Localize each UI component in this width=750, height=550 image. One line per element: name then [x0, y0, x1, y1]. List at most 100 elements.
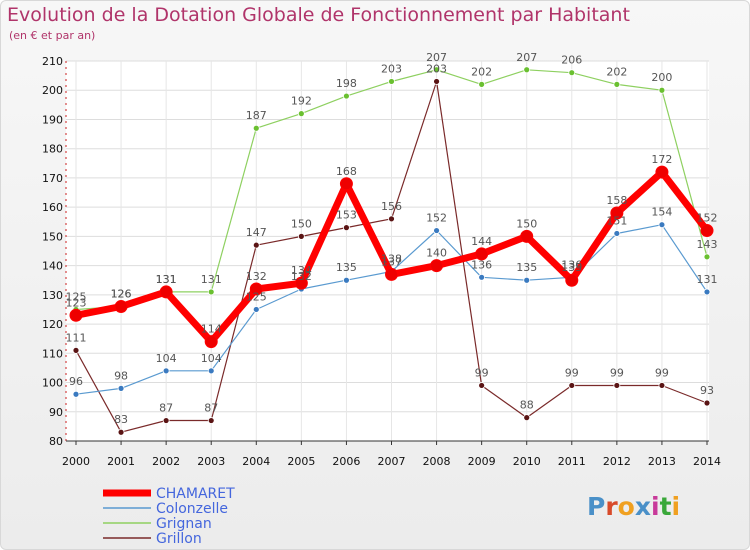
data-label: 104 — [156, 352, 177, 365]
data-label: 172 — [651, 153, 672, 166]
y-tick-label: 180 — [42, 143, 63, 156]
data-label: 187 — [246, 109, 267, 122]
data-label: 99 — [475, 366, 489, 379]
data-label: 137 — [381, 255, 402, 268]
data-label: 132 — [291, 270, 312, 283]
y-tick-label: 150 — [42, 230, 63, 243]
data-point — [114, 300, 128, 314]
data-label: 93 — [700, 384, 714, 397]
data-point — [523, 414, 531, 422]
data-label: 131 — [697, 273, 718, 286]
data-label: 203 — [381, 62, 402, 75]
data-label: 150 — [516, 217, 537, 230]
data-point — [204, 335, 218, 349]
data-label: 152 — [426, 212, 447, 225]
data-label: 131 — [156, 273, 177, 286]
data-point — [249, 282, 263, 296]
x-tick-label: 2013 — [648, 455, 676, 468]
x-tick-label: 2000 — [62, 455, 90, 468]
y-tick-label: 90 — [49, 406, 63, 419]
y-tick-label: 120 — [42, 318, 63, 331]
data-label: 151 — [606, 214, 627, 227]
data-label: 87 — [204, 402, 218, 415]
data-point — [703, 288, 711, 296]
logo-letter: i — [651, 492, 660, 521]
data-label: 131 — [201, 273, 222, 286]
data-label: 135 — [336, 261, 357, 274]
data-label: 99 — [565, 366, 579, 379]
logo-letter: t — [659, 492, 672, 521]
legend-item-grignan: Grignan — [103, 516, 212, 532]
data-label: 135 — [561, 261, 582, 274]
x-tick-label: 2011 — [558, 455, 586, 468]
data-label: 206 — [561, 54, 582, 67]
x-tick-label: 2004 — [242, 455, 270, 468]
data-point — [475, 247, 489, 261]
labels-chamaret: 123 126 131 114 132 134 168 137 140 144 150 135 158 1… — [66, 153, 718, 336]
y-tick-label: 110 — [42, 347, 63, 360]
series-grillon — [72, 78, 711, 436]
y-tick-label: 170 — [42, 172, 63, 185]
data-label: 83 — [114, 413, 128, 426]
data-point — [252, 241, 260, 249]
data-point — [69, 308, 83, 322]
data-label: 153 — [336, 209, 357, 222]
legend-label: Grignan — [156, 516, 212, 532]
logo-letter: i — [671, 492, 681, 521]
data-point — [159, 285, 173, 299]
y-tick-label: 140 — [42, 260, 63, 273]
data-label: 123 — [66, 296, 87, 309]
legend-item-grillon: Grillon — [103, 531, 202, 547]
data-label: 98 — [114, 369, 128, 382]
data-label: 134 — [291, 264, 312, 277]
data-label: 125 — [246, 290, 267, 303]
data-label: 87 — [159, 402, 173, 415]
data-point — [613, 230, 621, 237]
plot-area — [66, 61, 709, 441]
data-label: 143 — [697, 238, 718, 251]
data-point — [339, 177, 353, 191]
data-label: 203 — [426, 62, 447, 75]
data-point — [700, 224, 714, 238]
data-label: 144 — [471, 235, 492, 248]
data-point — [433, 78, 440, 85]
data-point — [388, 215, 395, 223]
data-label: 168 — [336, 165, 357, 178]
data-point — [343, 92, 350, 100]
data-point — [385, 267, 398, 281]
data-label: 114 — [201, 323, 222, 336]
data-label: 135 — [516, 261, 537, 274]
data-label: 126 — [111, 288, 132, 301]
x-tick-label: 2001 — [107, 455, 135, 468]
data-point — [207, 417, 215, 424]
data-point — [478, 382, 486, 389]
data-point — [162, 417, 170, 424]
data-point — [117, 384, 125, 392]
x-tick-label: 2010 — [513, 455, 541, 468]
logo-letter: P — [587, 492, 606, 521]
y-tick-label: 190 — [42, 113, 63, 126]
data-label: 158 — [606, 194, 627, 207]
data-label: 207 — [516, 51, 537, 64]
data-label: 200 — [651, 71, 672, 84]
data-point — [523, 276, 531, 284]
data-point — [655, 165, 669, 179]
data-point — [703, 253, 711, 261]
data-point — [433, 66, 440, 74]
chart-subtitle: (en € et par an) — [9, 29, 96, 42]
data-label: 99 — [655, 366, 669, 379]
data-label: 154 — [651, 206, 672, 219]
data-point — [478, 80, 486, 88]
chart-title: Evolution de la Dotation Globale de Fonc… — [7, 4, 630, 26]
x-tick-label: 2002 — [152, 455, 180, 468]
data-label: 136 — [561, 258, 582, 271]
data-label: 202 — [606, 65, 627, 78]
y-tick-label: 200 — [42, 84, 63, 97]
x-tick-label: 2003 — [197, 455, 225, 468]
data-point — [343, 276, 350, 284]
data-point — [658, 221, 666, 229]
x-tick-label: 2014 — [693, 455, 721, 468]
data-label: 140 — [426, 247, 447, 260]
